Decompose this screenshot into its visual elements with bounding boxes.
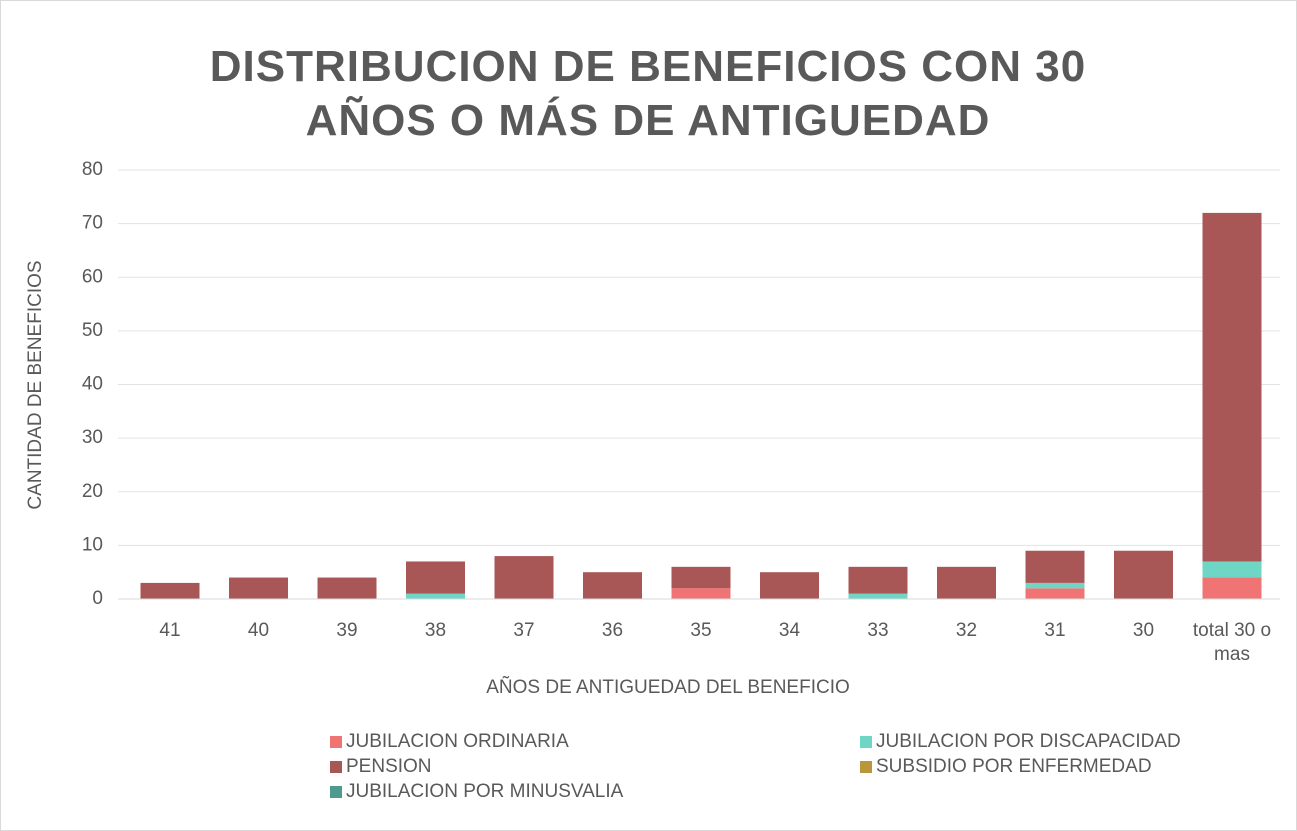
y-tick-label: 80 <box>82 159 103 180</box>
bar-segment <box>494 556 554 599</box>
legend-swatch <box>860 736 872 748</box>
y-tick-label: 60 <box>82 266 103 287</box>
y-tick-label: 20 <box>82 481 103 502</box>
x-tick-label: 41 <box>159 620 181 641</box>
x-tick-label: 38 <box>424 620 447 641</box>
bar-segment <box>848 593 908 599</box>
y-tick-label: 30 <box>82 427 103 448</box>
bar-segment <box>1114 550 1173 599</box>
y-tick-label: 50 <box>82 320 103 341</box>
y-tick-label: 0 <box>92 588 103 609</box>
bar-segment <box>317 577 377 599</box>
bar-segment <box>760 572 819 599</box>
bar-segment <box>1025 582 1085 589</box>
y-tick-label: 70 <box>82 213 103 234</box>
legend-label: JUBILACION POR MINUSVALIA <box>346 781 624 802</box>
x-tick-label: 31 <box>1044 620 1066 641</box>
bar-segment <box>1202 561 1262 578</box>
x-tick-label: 33 <box>867 620 889 641</box>
bar-segment <box>671 566 731 589</box>
y-tick-label: 10 <box>82 534 103 555</box>
bar-segment <box>1202 212 1262 562</box>
y-axis-title: CANTIDAD DE BENEFICIOS <box>25 260 46 509</box>
bar-segment <box>229 577 288 599</box>
bar-segment <box>848 566 908 594</box>
x-tick-label: total 30 o mas <box>1192 620 1272 665</box>
legend-swatch <box>330 786 342 798</box>
x-tick-label: 35 <box>690 620 712 641</box>
chart-title: DISTRIBUCION DE BENEFICIOS CON 30 AÑOS O… <box>209 42 1087 145</box>
bar-segment <box>583 572 642 599</box>
legend-swatch <box>860 761 872 773</box>
x-tick-label: 40 <box>247 620 270 641</box>
bar-segment <box>1025 550 1085 583</box>
x-axis-title: AÑOS DE ANTIGUEDAD DEL BENEFICIO <box>486 676 850 698</box>
x-tick-label: 32 <box>955 620 978 641</box>
x-tick-label: 34 <box>778 620 801 641</box>
legend-label: SUBSIDIO POR ENFERMEDAD <box>876 756 1152 777</box>
x-tick-label: 36 <box>601 620 624 641</box>
x-tick-label: 30 <box>1132 620 1155 641</box>
x-tick-label: 37 <box>513 620 535 641</box>
bar-segment <box>140 582 200 599</box>
bar-segment <box>671 588 731 599</box>
y-tick-label: 40 <box>82 374 103 395</box>
bar-segment <box>406 593 465 599</box>
legend-swatch <box>330 761 342 773</box>
legend-label: JUBILACION ORDINARIA <box>346 731 569 752</box>
legend-swatch <box>330 736 342 748</box>
x-tick-label: 39 <box>336 620 358 641</box>
bar-segment <box>406 561 465 594</box>
legend-label: PENSION <box>346 756 432 777</box>
bar-segment <box>937 566 996 599</box>
bar-segment <box>1025 588 1085 599</box>
bar-segment <box>1202 577 1262 599</box>
legend-label: JUBILACION POR DISCAPACIDAD <box>876 731 1181 752</box>
